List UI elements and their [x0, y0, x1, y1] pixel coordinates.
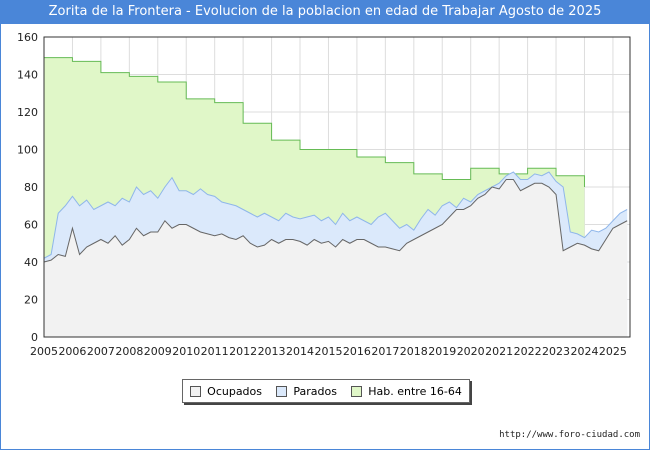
legend-swatch-ocupados [190, 385, 202, 397]
x-tick-label: 2008 [115, 345, 143, 358]
x-tick-label: 2024 [570, 345, 598, 358]
y-tick-label: 20 [24, 294, 38, 307]
x-tick-label: 2018 [400, 345, 428, 358]
chart-legend: Ocupados Parados Hab. entre 16-64 [182, 379, 470, 403]
x-tick-label: 2009 [144, 345, 172, 358]
x-tick-label: 2007 [87, 345, 115, 358]
y-tick-label: 140 [17, 69, 38, 82]
population-chart: 0 20 40 60 80 100 120 140 160 2005 2006 2007 2008 200… [17, 31, 631, 358]
legend-item-hab: Hab. entre 16-64 [351, 385, 462, 398]
x-tick-label: 2016 [343, 345, 371, 358]
y-tick-label: 120 [17, 106, 38, 119]
x-tick-label: 2012 [229, 345, 257, 358]
x-tick-label: 2005 [30, 345, 58, 358]
x-tick-label: 2019 [428, 345, 456, 358]
x-tick-label: 2015 [314, 345, 342, 358]
hab-line [44, 57, 585, 187]
source-url: http://www.foro-ciudad.com [499, 430, 640, 440]
legend-label-ocupados: Ocupados [207, 384, 263, 398]
x-tick-label: 2017 [371, 345, 399, 358]
y-tick-label: 160 [17, 31, 38, 44]
y-tick-label: 80 [24, 181, 38, 194]
parados-line [43, 171, 628, 259]
x-tick-label: 2011 [201, 345, 229, 358]
y-tick-label: 40 [24, 256, 38, 269]
chart-title: Zorita de la Frontera - Evolucion de la … [0, 0, 650, 24]
x-tick-label: 2023 [542, 345, 570, 358]
ocupados-area [44, 179, 628, 337]
x-tick-label: 2022 [514, 345, 542, 358]
legend-swatch-hab [351, 385, 363, 397]
plot-border [43, 36, 631, 338]
legend-swatch-parados [276, 385, 288, 397]
legend-label-hab: Hab. entre 16-64 [368, 384, 462, 398]
x-tick-label: 2013 [258, 345, 286, 358]
legend-item-parados: Parados [276, 385, 337, 398]
x-tick-label: 2006 [58, 345, 86, 358]
y-tick-label: 100 [17, 144, 38, 157]
legend-label-parados: Parados [293, 384, 337, 398]
x-tick-label: 2020 [457, 345, 485, 358]
x-tick-label: 2010 [172, 345, 200, 358]
legend-item-ocupados: Ocupados [190, 385, 262, 398]
y-tick-label: 0 [31, 331, 38, 344]
x-tick-label: 2025 [599, 345, 627, 358]
x-tick-label: 2021 [485, 345, 513, 358]
ocupados-line [43, 179, 628, 263]
y-tick-label: 60 [24, 219, 38, 232]
x-tick-label: 2014 [286, 345, 314, 358]
